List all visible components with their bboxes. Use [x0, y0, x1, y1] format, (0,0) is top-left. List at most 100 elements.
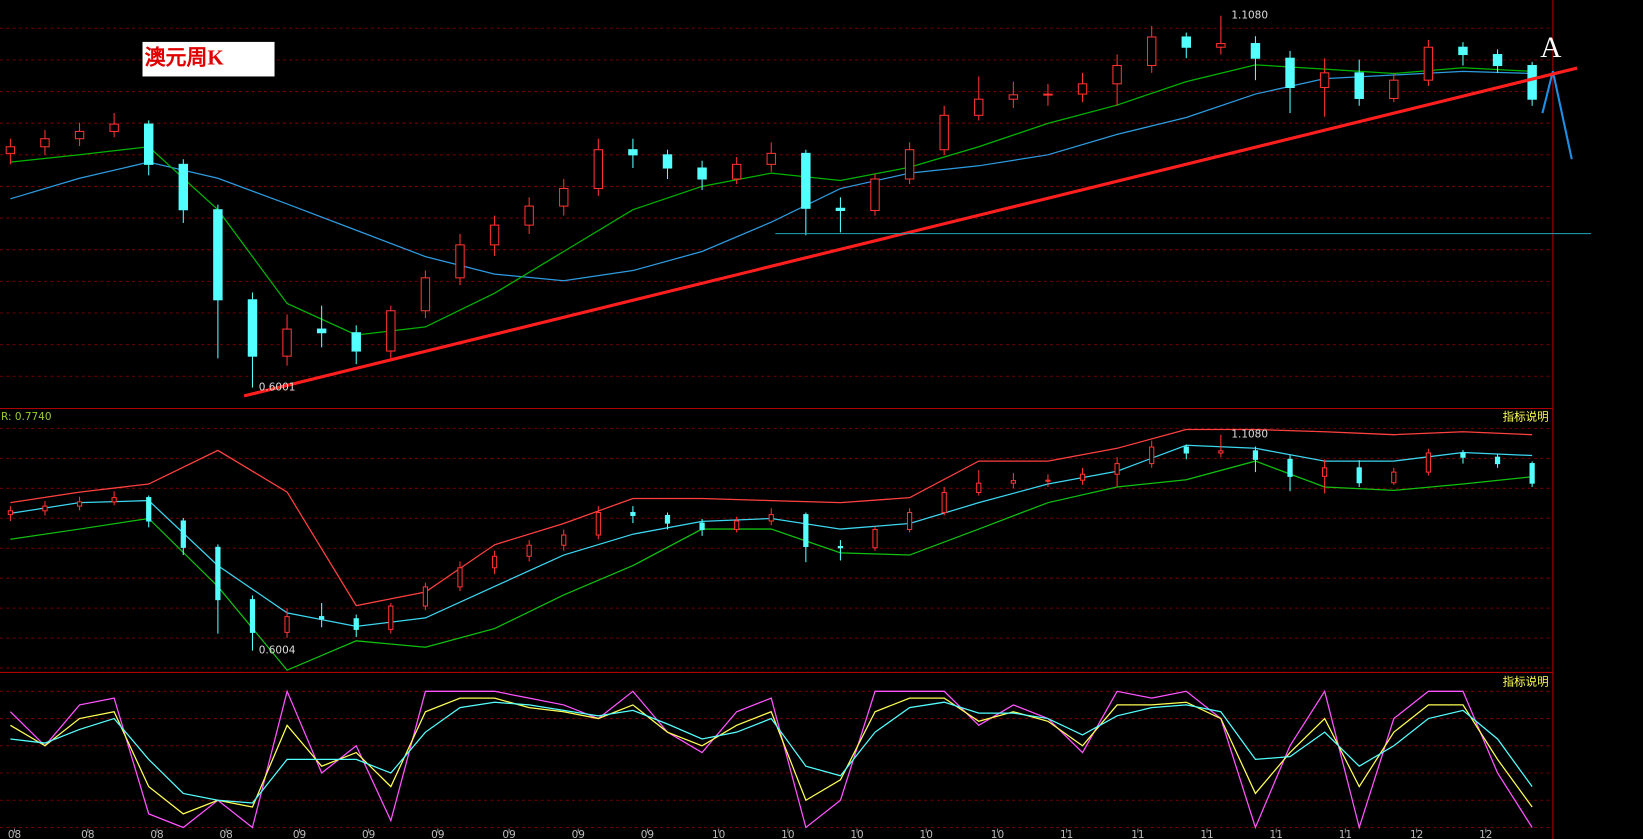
candle-body	[1287, 458, 1293, 477]
candle-body	[1010, 480, 1016, 484]
candle-body	[386, 310, 396, 352]
title-box	[142, 41, 275, 77]
x-tick-label: 09	[502, 829, 515, 839]
chart-title: 澳元周K	[145, 46, 225, 70]
candle-body	[630, 511, 636, 516]
candle-body	[526, 544, 532, 557]
candle-body	[40, 138, 50, 148]
candle-body	[1077, 83, 1088, 95]
candle-body	[628, 149, 638, 156]
x-tick-label: 11	[1131, 829, 1144, 839]
candle-body	[353, 618, 359, 630]
candle-body	[1112, 64, 1122, 85]
candle-body	[42, 505, 48, 512]
candle-body	[489, 224, 500, 246]
candle-body	[422, 586, 429, 607]
x-tick-label: 08	[150, 829, 163, 839]
candle-body	[215, 546, 221, 601]
x-tick-label: 12	[1479, 829, 1492, 839]
candle-body	[1045, 479, 1051, 482]
x-tick-label: 09	[572, 829, 585, 839]
candle-body	[247, 299, 258, 357]
candle-body	[974, 98, 984, 116]
candle-body	[1460, 452, 1466, 458]
plot-area: 1.1080 0.6001 1.1080 0.6004 08 08 08 08 09 09 09 09…	[5, 10, 1591, 839]
candle-body	[1322, 467, 1328, 477]
candle-body	[284, 616, 290, 633]
candle-body	[1527, 64, 1537, 100]
x-tick-label: 10	[850, 829, 863, 839]
candle-body	[180, 520, 186, 548]
high-label: 1.1080	[1231, 429, 1268, 441]
x-tick-label: 12	[1410, 829, 1423, 839]
candle-body	[1354, 72, 1364, 99]
candle-body	[76, 501, 83, 507]
candle-body	[74, 130, 85, 140]
high-label: 1.1080	[1231, 10, 1268, 22]
candle-body	[146, 497, 152, 522]
candle-body	[731, 163, 742, 180]
candle-body	[1423, 46, 1434, 81]
candle-body	[1216, 43, 1226, 48]
annotation-arrow	[1541, 70, 1573, 160]
x-tick-label: 11	[1200, 829, 1213, 839]
x-tick-label: 09	[293, 829, 306, 839]
indicator-line	[10, 428, 1533, 607]
x-tick-label: 10	[991, 829, 1004, 839]
candle-body	[593, 149, 604, 190]
indicator-line	[10, 701, 1533, 804]
x-tick-label: 11	[1339, 829, 1352, 839]
x-tick-label: 10	[781, 829, 794, 839]
candle-body	[1008, 94, 1019, 100]
candle-body	[1183, 446, 1189, 454]
candle-body	[561, 534, 567, 546]
indicator-line	[10, 697, 1533, 815]
x-tick-label: 10	[920, 829, 933, 839]
candle-body	[109, 123, 119, 132]
candle-body	[1218, 450, 1224, 454]
candle-body	[1529, 463, 1535, 484]
candle-body	[213, 209, 223, 301]
candle-body	[1146, 36, 1157, 67]
candle-body	[1114, 463, 1120, 475]
x-tick-label: 10	[712, 829, 725, 839]
candle-body	[455, 244, 465, 279]
candle-body	[1356, 467, 1362, 484]
candle-body	[906, 511, 913, 531]
indicator-line	[10, 70, 1533, 282]
candle-body	[1149, 446, 1155, 465]
candle-body	[319, 616, 325, 620]
candle-body	[316, 328, 327, 334]
candle-body	[697, 167, 707, 180]
candle-body	[1250, 43, 1261, 59]
candle-body	[734, 520, 740, 531]
candle-body	[7, 510, 13, 516]
candle-body	[1252, 450, 1259, 460]
low-label: 0.6001	[259, 382, 296, 394]
candle-body	[1079, 473, 1086, 481]
candle-body	[559, 187, 569, 207]
candle-body	[524, 205, 534, 226]
candle-body	[5, 146, 16, 154]
x-tick-label: 08	[220, 829, 233, 839]
x-tick-label: 11	[1270, 829, 1283, 839]
candle-body	[351, 332, 361, 352]
candle-body	[1389, 79, 1399, 99]
candle-body	[939, 114, 949, 151]
x-tick-label: 09	[362, 829, 375, 839]
indicator-label: R: 0.7740	[1, 411, 51, 423]
candle-body	[111, 497, 117, 503]
candle-body	[803, 514, 809, 548]
candle-body	[664, 514, 671, 524]
candle-body	[1285, 57, 1295, 89]
x-tick-label: 08	[81, 829, 94, 839]
indicator-note: 指标说明	[1503, 409, 1549, 423]
candle-body	[420, 277, 431, 312]
x-tick-label: 09	[641, 829, 654, 839]
candle-body	[1492, 54, 1503, 67]
candle-body	[872, 528, 878, 549]
annotation-label: A	[1540, 32, 1561, 64]
x-tick-label: 09	[431, 829, 444, 839]
